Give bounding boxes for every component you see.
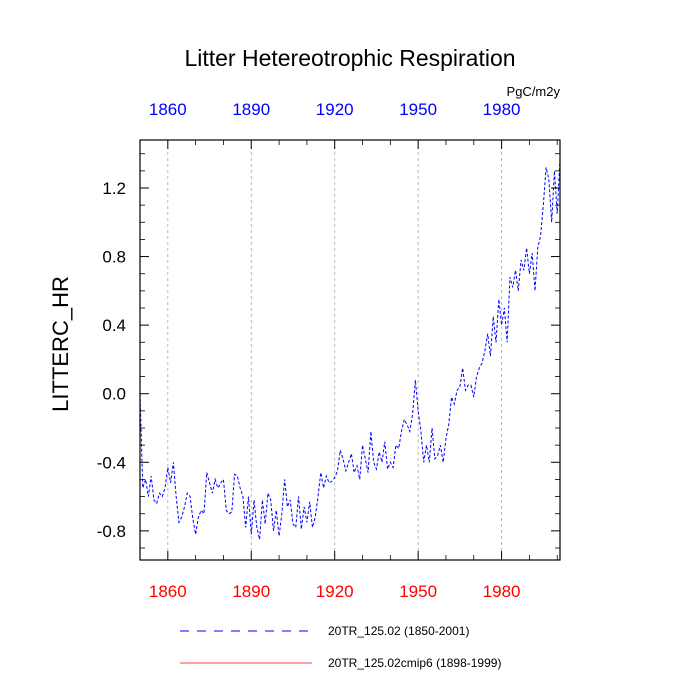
- tick-labels: 1860 1860 1890 1890 1920 1920 1950 1950 1980 1980…: [97, 100, 521, 601]
- chart-title: Litter Hetereotrophic Respiration: [184, 45, 515, 71]
- x-tick-label-bottom-1980: 1980: [483, 582, 521, 601]
- axis-ticks: [139, 140, 560, 560]
- y-tick-label--0.4: -0.4: [97, 453, 126, 472]
- x-tick-label-bottom-1890: 1890: [232, 582, 270, 601]
- legend-label-series-1: 20TR_125.02 (1850-2001): [328, 624, 469, 638]
- x-tick-label-top-1860: 1860: [149, 100, 187, 119]
- y-tick-label-0.0: 0.0: [102, 385, 126, 404]
- plot-frame: [139, 139, 561, 561]
- y-axis-label: LITTERC_HR: [48, 276, 73, 412]
- x-tick-label-top-1890: 1890: [232, 100, 270, 119]
- units-label: PgC/m2y: [507, 84, 561, 99]
- x-tick-label-top-1950: 1950: [399, 100, 437, 119]
- y-tick-label-0.4: 0.4: [102, 316, 126, 335]
- y-tick-label-1.2: 1.2: [102, 179, 126, 198]
- series-line-1: [139, 158, 561, 540]
- x-tick-label-bottom-1860: 1860: [149, 582, 187, 601]
- y-tick-label-0.8: 0.8: [102, 248, 126, 267]
- legend: 20TR_125.02 (1850-2001) 20TR_125.02cmip6…: [180, 624, 501, 670]
- y-tick-label--0.8: -0.8: [97, 522, 126, 541]
- x-tick-label-bottom-1950: 1950: [399, 582, 437, 601]
- grid-lines: [167, 140, 502, 560]
- x-tick-label-top-1980: 1980: [483, 100, 521, 119]
- legend-label-series-2: 20TR_125.02cmip6 (1898-1999): [328, 656, 501, 670]
- x-tick-label-top-1920: 1920: [316, 100, 354, 119]
- series-lines: [139, 158, 561, 540]
- x-tick-label-bottom-1920: 1920: [316, 582, 354, 601]
